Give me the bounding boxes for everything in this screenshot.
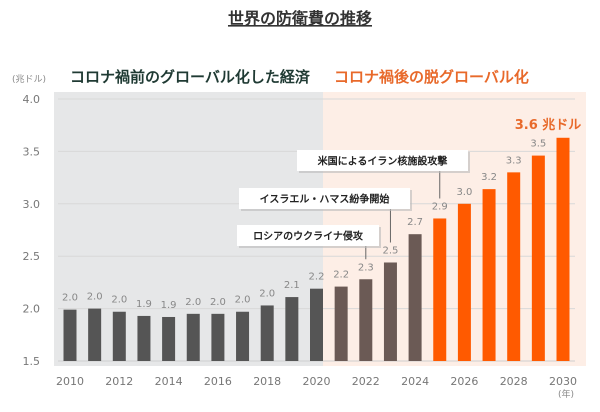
final-value-label: 3.6 兆ドル: [515, 117, 582, 133]
bar-2010: [63, 309, 77, 361]
x-tick-label: 2030: [549, 375, 577, 388]
x-tick-label: 2014: [155, 375, 183, 388]
x-tick-label: 2022: [352, 375, 380, 388]
bar-2020: [310, 288, 323, 361]
bar-2027: [482, 189, 496, 361]
x-tick-label: 2010: [56, 375, 84, 388]
annotation-box: [297, 150, 468, 171]
y-tick-label: 3.5: [23, 145, 41, 158]
x-tick-label: 2012: [105, 375, 133, 388]
annotation-text: 米国によるイラン核施設攻撃: [318, 155, 448, 168]
chart-title: 世界の防衛費の推移: [228, 9, 372, 28]
bar-2029: [531, 155, 545, 361]
bar-2019: [285, 297, 299, 361]
region-label-pre-covid: コロナ禍前のグローバル化した経済: [70, 68, 311, 86]
data-label-2028: 3.3: [506, 155, 522, 166]
bar-2021: [334, 286, 348, 361]
data-label-2014: 1.9: [161, 300, 177, 311]
data-label-2022: 2.3: [358, 262, 374, 273]
bar-2030: [556, 137, 570, 361]
data-label-2019: 2.1: [284, 280, 300, 291]
data-label-2023: 2.5: [382, 245, 398, 256]
x-tick-label: 2020: [303, 375, 331, 388]
bar-2017: [236, 311, 250, 361]
data-label-2016: 2.0: [210, 297, 226, 308]
bar-2014: [162, 316, 176, 361]
y-tick-label: 1.5: [23, 355, 41, 368]
bar-2028: [507, 172, 521, 361]
data-label-2024: 2.7: [407, 217, 423, 228]
bar-2011: [88, 308, 102, 361]
y-tick-label: 3.0: [23, 198, 41, 211]
y-tick-label: 2.0: [23, 303, 41, 316]
data-label-2010: 2.0: [62, 293, 78, 304]
data-label-2012: 2.0: [111, 295, 127, 306]
bar-2022: [359, 279, 373, 361]
data-label-2017: 2.0: [235, 295, 251, 306]
data-label-2026: 3.0: [456, 187, 472, 198]
annotation-box: [237, 225, 379, 246]
annotation-text: ロシアのウクライナ侵攻: [253, 230, 364, 243]
bar-2012: [112, 311, 126, 361]
data-label-2021: 2.2: [333, 270, 349, 281]
bar-2016: [211, 313, 225, 361]
bar-2025: [433, 218, 447, 361]
annotation-box: [239, 188, 410, 209]
bar-2026: [457, 203, 471, 361]
data-label-2015: 2.0: [185, 297, 201, 308]
x-tick-label: 2024: [401, 375, 429, 388]
x-axis-unit: (年): [558, 388, 574, 400]
x-tick-label: 2018: [253, 375, 281, 388]
data-label-2029: 3.5: [530, 139, 546, 150]
bar-2013: [137, 315, 151, 361]
annotation-text: イスラエル・ハマス紛争開始: [260, 193, 390, 206]
bar-2023: [383, 262, 397, 361]
data-label-2020: 2.2: [309, 272, 325, 283]
y-tick-label: 2.5: [23, 250, 41, 263]
y-axis-unit: (兆ドル): [12, 74, 46, 85]
y-tick-label: 4.0: [23, 93, 41, 106]
data-label-2011: 2.0: [87, 292, 103, 303]
bar-2018: [260, 305, 274, 361]
data-label-2027: 3.2: [481, 172, 497, 183]
data-label-2018: 2.0: [259, 288, 275, 299]
x-tick-label: 2028: [500, 375, 528, 388]
region-label-post-covid: コロナ禍後の脱グローバル化: [334, 68, 529, 86]
data-label-2025: 2.9: [432, 201, 448, 212]
data-label-2013: 1.9: [136, 299, 152, 310]
bar-2015: [186, 313, 200, 361]
x-tick-label: 2016: [204, 375, 232, 388]
bar-2024: [408, 234, 422, 361]
x-tick-label: 2026: [450, 375, 478, 388]
